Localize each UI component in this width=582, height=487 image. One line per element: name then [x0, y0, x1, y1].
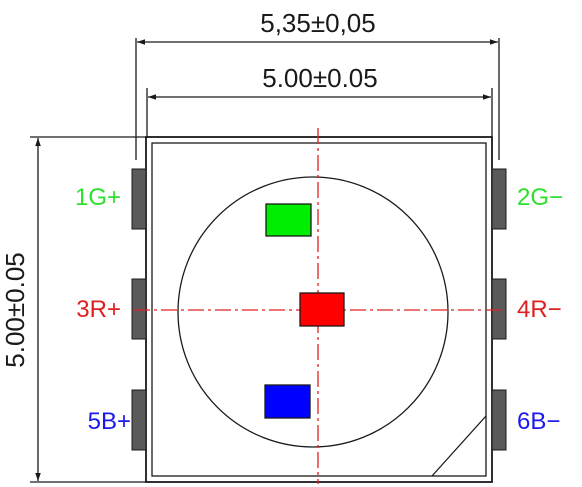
pin-label-3r: 3R+	[76, 296, 121, 323]
pin-label-4r: 4R−	[517, 296, 562, 323]
led-chips	[264, 203, 345, 419]
pin-label-1g: 1G+	[75, 184, 121, 211]
pad-6	[491, 389, 507, 451]
height-dimension: 5.00±0.05	[0, 136, 146, 483]
inner-width-label: 5.00±0.05	[262, 63, 377, 93]
pin-label-2g: 2G−	[517, 184, 563, 211]
red-chip	[299, 292, 345, 327]
pad-4	[491, 278, 507, 340]
orientation-chamfer	[431, 415, 487, 477]
height-label: 5.00±0.05	[0, 252, 30, 367]
pin-label-5b: 5B+	[88, 408, 131, 435]
lens-circle	[177, 176, 449, 448]
pin-labels: 1G+ 3R+ 5B+ 2G− 4R− 6B−	[75, 184, 563, 435]
pad-3	[131, 278, 147, 340]
pad-2	[491, 168, 507, 230]
pads	[131, 168, 507, 451]
blue-chip	[264, 384, 311, 419]
pad-1	[131, 168, 147, 230]
inner-width-dimension: 5.00±0.05	[146, 63, 493, 138]
pin-label-6b: 6B−	[517, 408, 560, 435]
green-chip	[265, 203, 312, 237]
outer-width-dimension: 5,35±0,05	[135, 8, 500, 160]
pad-5	[131, 389, 147, 451]
outer-width-label: 5,35±0,05	[260, 8, 375, 38]
